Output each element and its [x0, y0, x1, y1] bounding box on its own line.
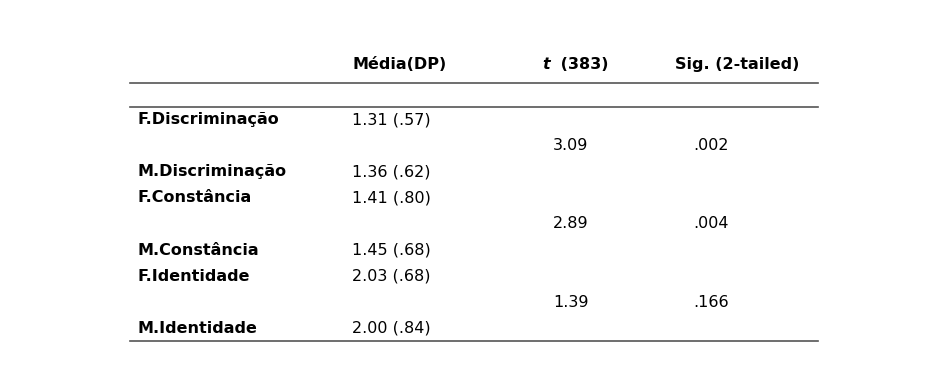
- Text: M.Constância: M.Constância: [137, 243, 259, 257]
- Text: 2.89: 2.89: [553, 216, 588, 232]
- Text: M.Discriminação: M.Discriminação: [137, 165, 286, 179]
- Text: 1.41 (.80): 1.41 (.80): [352, 190, 431, 206]
- Text: F.Constância: F.Constância: [137, 190, 252, 206]
- Text: Média(DP): Média(DP): [352, 57, 447, 72]
- Text: (383): (383): [555, 57, 609, 72]
- Text: 2.03 (.68): 2.03 (.68): [352, 269, 431, 284]
- Text: .004: .004: [693, 216, 728, 232]
- Text: M.Identidade: M.Identidade: [137, 321, 257, 335]
- Text: Sig. (2-tailed): Sig. (2-tailed): [675, 57, 799, 72]
- Text: 3.09: 3.09: [553, 138, 588, 153]
- Text: 1.31 (.57): 1.31 (.57): [352, 112, 431, 128]
- Text: 2.00 (.84): 2.00 (.84): [352, 321, 431, 335]
- Text: 1.39: 1.39: [553, 294, 588, 310]
- Text: F.Discriminação: F.Discriminação: [137, 112, 278, 128]
- Text: .166: .166: [693, 294, 729, 310]
- Text: 1.36 (.62): 1.36 (.62): [352, 165, 431, 179]
- Text: 1.45 (.68): 1.45 (.68): [352, 243, 431, 257]
- Text: .002: .002: [693, 138, 728, 153]
- Text: F.Identidade: F.Identidade: [137, 269, 250, 284]
- Text: t: t: [542, 57, 549, 72]
